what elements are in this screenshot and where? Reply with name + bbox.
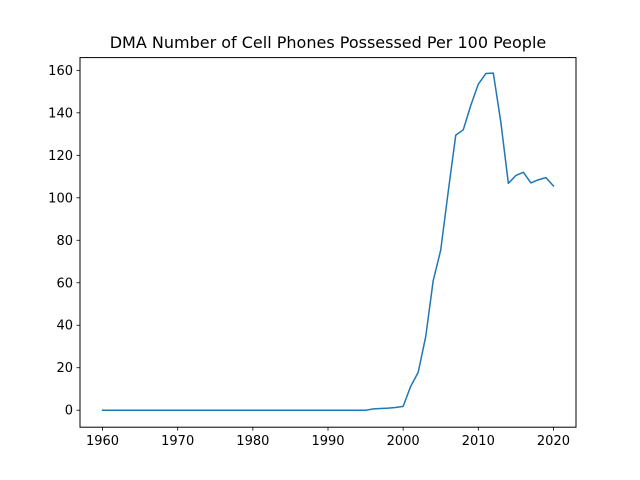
axes-frame [79,57,577,428]
series-line-0 [101,72,555,411]
x-axis: 1960 1970 1980 1990 2000 2010 2020 [86,427,570,449]
x-tick-label: 2020 [537,434,570,449]
x-tick-label: 1970 [161,434,194,449]
chart-title: DMA Number of Cell Phones Possessed Per … [110,33,547,52]
x-tick-label: 2000 [387,434,420,449]
x-tick-label: 1990 [311,434,344,449]
y-tick-label: 40 [56,319,73,334]
y-tick-label: 140 [48,106,73,121]
y-tick-label: 20 [56,361,73,376]
x-tick-label: 1960 [86,434,119,449]
plot-area [101,72,555,411]
y-tick-label: 100 [48,191,73,206]
y-tick-label: 160 [48,64,73,79]
y-tick-label: 80 [56,234,73,249]
y-tick-label: 60 [56,276,73,291]
y-axis: 0 20 40 60 80 100 120 140 160 [48,64,80,419]
x-tick-label: 2010 [462,434,495,449]
x-tick-label: 1980 [236,434,269,449]
y-tick-label: 120 [48,149,73,164]
y-tick-label: 0 [65,404,73,419]
